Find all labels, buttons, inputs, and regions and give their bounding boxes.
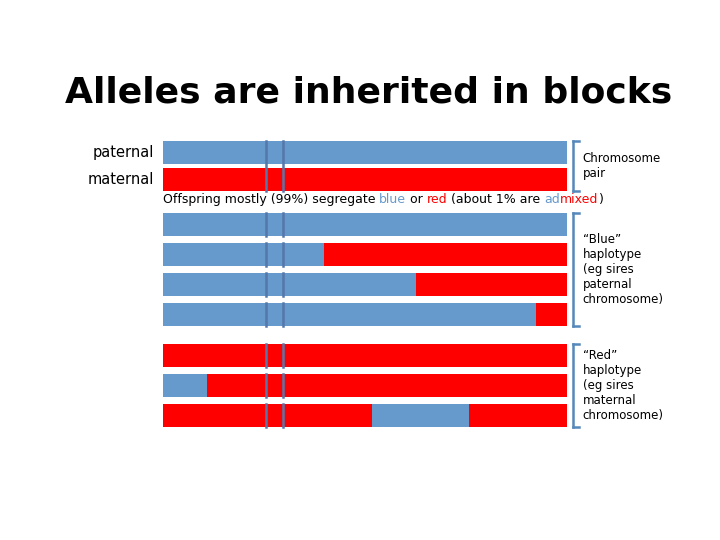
Bar (163, 345, 567, 367)
Bar (163, 374, 207, 397)
Bar (372, 404, 469, 427)
Text: Alleles are inherited in blocks: Alleles are inherited in blocks (66, 75, 672, 109)
Bar (163, 303, 536, 326)
Text: Chromosome
pair: Chromosome pair (582, 152, 661, 180)
Text: maternal: maternal (88, 172, 154, 187)
Bar (163, 168, 567, 191)
Bar (163, 404, 372, 427)
Text: mixed: mixed (560, 193, 598, 206)
Bar (163, 213, 567, 237)
Text: “Red”
haplotype
(eg sires
maternal
chromosome): “Red” haplotype (eg sires maternal chrom… (582, 349, 664, 422)
Text: ): ) (598, 193, 603, 206)
Bar (536, 303, 567, 326)
Text: ad: ad (544, 193, 560, 206)
Text: paternal: paternal (93, 145, 154, 160)
Text: “Blue”
haplotype
(eg sires
paternal
chromosome): “Blue” haplotype (eg sires paternal chro… (582, 233, 664, 306)
Bar (163, 273, 416, 296)
Text: Offspring mostly (99%) segregate: Offspring mostly (99%) segregate (163, 193, 379, 206)
Bar (163, 244, 324, 266)
Bar (324, 244, 567, 266)
Bar (416, 273, 567, 296)
Text: blue: blue (379, 193, 406, 206)
Bar (469, 404, 567, 427)
Bar (207, 374, 567, 397)
Text: or: or (406, 193, 427, 206)
Text: red: red (427, 193, 447, 206)
Text: (about 1% are: (about 1% are (447, 193, 544, 206)
Bar (163, 141, 567, 164)
